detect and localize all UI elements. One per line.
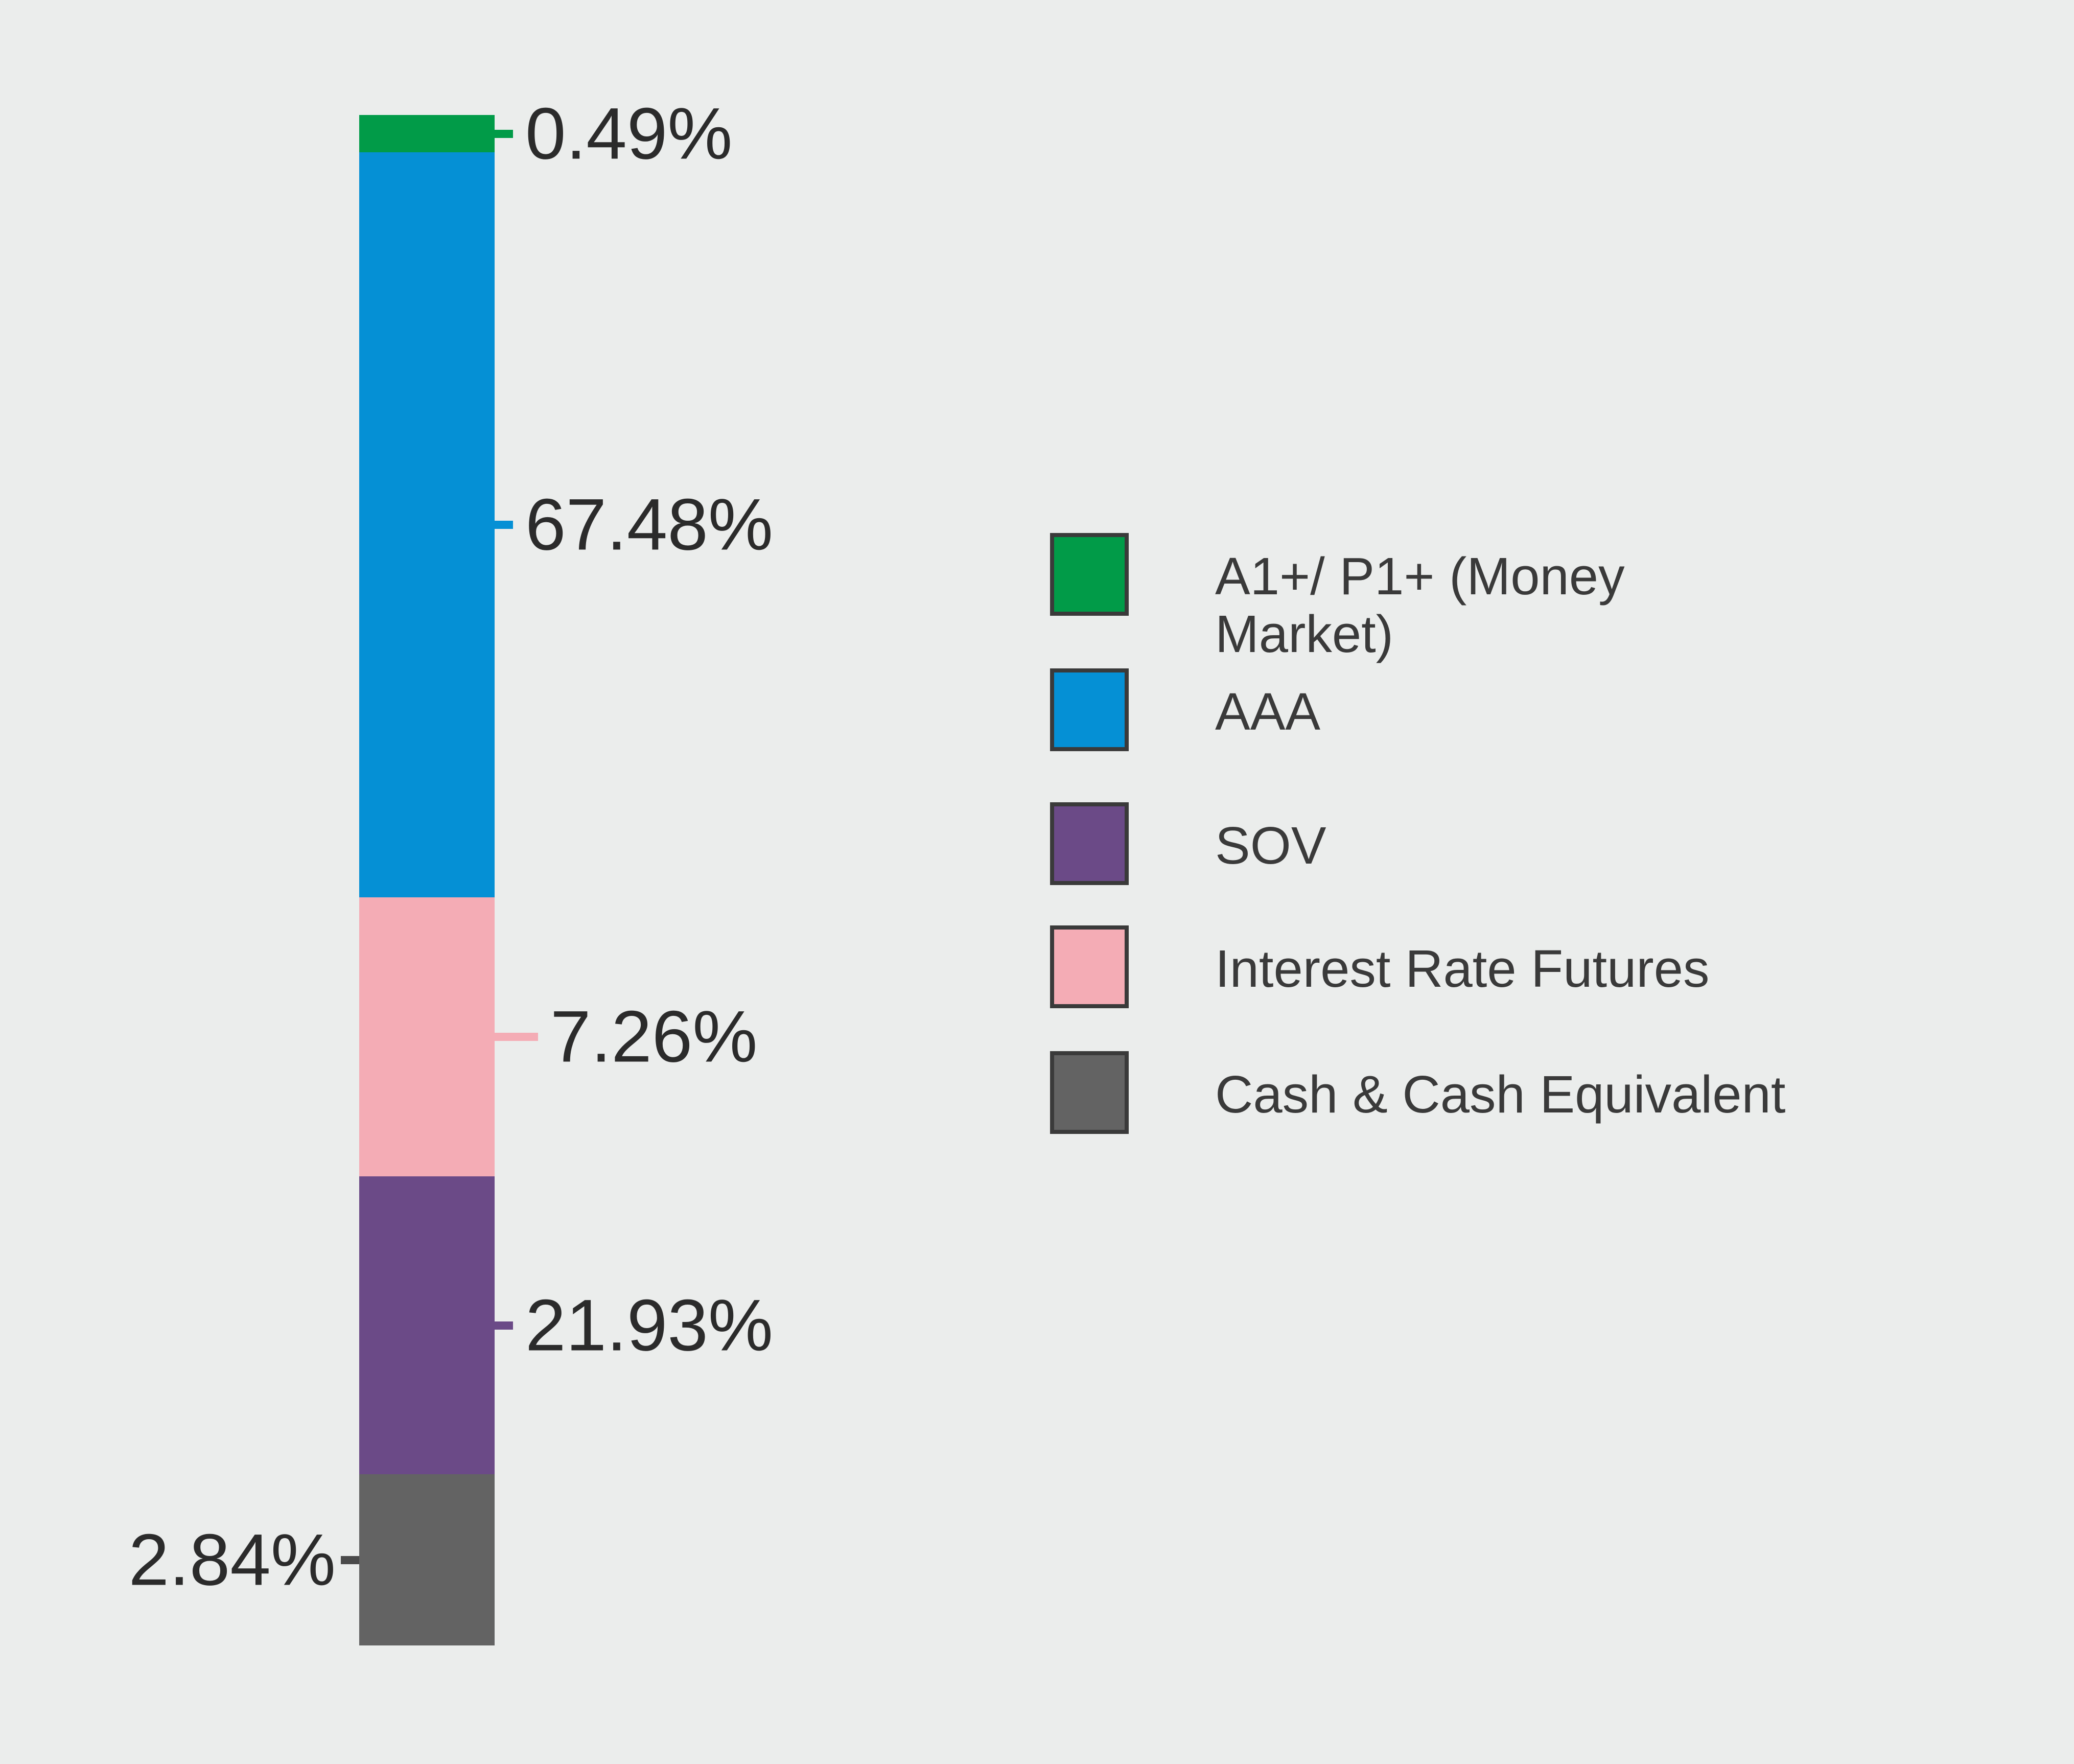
leader-tick-interest-rate-futures [495, 1033, 538, 1041]
legend-label-interest-rate-futures: Interest Rate Futures [1215, 939, 1710, 998]
legend-swatch-sov [1050, 802, 1129, 885]
legend-swatch-interest-rate-futures [1050, 925, 1129, 1008]
value-label-a1-p1-money-market: 0.49% [525, 93, 733, 174]
value-label-interest-rate-futures: 7.26% [550, 996, 758, 1078]
legend-label-cash-cash-equivalent: Cash & Cash Equivalent [1215, 1065, 1786, 1124]
leader-tick-a1-p1-money-market [495, 129, 513, 138]
value-label-cash-cash-equivalent: 2.84% [128, 1519, 336, 1600]
legend-label-a1-p1-money-market: A1+/ P1+ (Money Market) [1215, 547, 1625, 663]
bar-segment-cash-cash-equivalent [359, 1474, 495, 1645]
bar-segment-sov [359, 1176, 495, 1474]
leader-tick-sov [495, 1321, 513, 1330]
leader-tick-aaa [495, 521, 513, 529]
leader-tick-cash-cash-equivalent [341, 1556, 359, 1564]
value-label-aaa: 67.48% [525, 484, 773, 566]
legend-swatch-cash-cash-equivalent [1050, 1051, 1129, 1134]
stacked-bar-column [359, 115, 495, 1645]
legend-swatch-a1-p1-money-market [1050, 533, 1129, 616]
legend-label-sov: SOV [1215, 816, 1326, 875]
value-label-sov: 21.93% [525, 1285, 773, 1366]
chart-legend: A1+/ P1+ (Money Market) AAA SOV Interest Ra… [1050, 533, 1919, 1172]
bar-segment-interest-rate-futures [359, 897, 495, 1176]
legend-swatch-aaa [1050, 668, 1129, 751]
bar-segment-a1-p1-money-market [359, 115, 495, 152]
legend-label-aaa: AAA [1215, 682, 1321, 741]
bar-segment-aaa [359, 152, 495, 897]
